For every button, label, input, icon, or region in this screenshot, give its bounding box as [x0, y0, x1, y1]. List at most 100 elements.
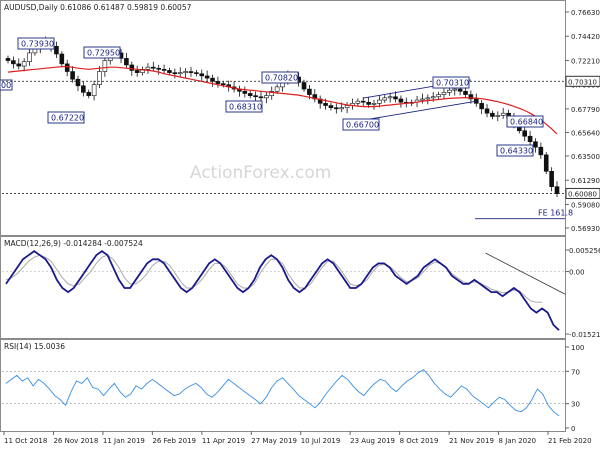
candle-body [436, 94, 441, 98]
level-tag-label: 0.60080 [568, 190, 597, 198]
candle-body [269, 90, 275, 96]
candle-body [463, 90, 468, 95]
macd-main-line [5, 249, 560, 331]
candle-body [264, 95, 269, 99]
price-panel-frame [0, 0, 566, 236]
rsi-panel-frame [0, 339, 566, 432]
candle-body [522, 130, 528, 137]
price-label-box [261, 71, 299, 84]
candle-body [64, 63, 70, 72]
price-label-text: 0.66700 [346, 121, 379, 130]
candle-body [527, 135, 533, 143]
candle-body [75, 78, 81, 87]
macd-header: MACD(12,26,9) -0.014284 -0.007524 [4, 239, 143, 248]
candle-body [258, 96, 264, 99]
x-tick-label: 27 May 2019 [251, 437, 297, 445]
x-tick-label: 8 Jan 2020 [499, 437, 537, 445]
candle-body [371, 103, 377, 105]
candle-body [425, 97, 431, 100]
candle-body [253, 95, 258, 98]
price-y-tick-label: 0.72210 [571, 57, 600, 65]
macd-y-tick-label: 0.005256 [569, 247, 600, 255]
candle-body [54, 46, 59, 55]
price-y-tick-label: 0.63500 [571, 153, 600, 161]
candle-body [27, 52, 32, 62]
candle-body [183, 71, 188, 73]
candle-body [393, 96, 398, 100]
candle-body [11, 60, 16, 65]
x-tick-label: 21 Nov 2019 [449, 437, 494, 445]
candle-body [344, 105, 350, 109]
candle-body [447, 89, 452, 93]
candle-body [355, 100, 361, 104]
candle-body [151, 66, 156, 69]
channel-lower-line [368, 100, 477, 120]
candle-body [543, 154, 549, 172]
price-label-text: 0.70820 [265, 74, 298, 83]
x-tick-label: 23 Aug 2019 [350, 437, 395, 445]
level-tag-label: 0.70310 [568, 78, 597, 86]
candle-body [70, 71, 75, 80]
price-label-text: 0.66840 [510, 118, 543, 127]
candle-body [161, 69, 167, 71]
candle-body [307, 88, 312, 95]
x-tick-label: 11 Oct 2018 [4, 437, 47, 445]
candle-body [441, 92, 447, 95]
candle-body [468, 94, 474, 100]
rsi-header: RSI(14) 15.0036 [4, 342, 65, 351]
macd-y-tick-label: 0.00 [569, 269, 585, 277]
rsi-y-tick-label: 70 [571, 368, 580, 376]
candle-body [21, 61, 27, 67]
candle-body [247, 93, 253, 96]
candle-body [102, 60, 108, 72]
macd-layer: 0.005256 0.00 -0.015214 [2, 247, 600, 339]
x-tick-label: 8 Oct 2019 [400, 437, 439, 445]
fib-level-label: FE 161.8 [538, 209, 573, 218]
level-tag-box [565, 187, 600, 199]
candle-body [204, 75, 210, 79]
price-label-box [225, 100, 263, 113]
candle-body [188, 71, 194, 73]
price-label-box [506, 115, 544, 128]
candle-body [554, 186, 560, 194]
candle-body [81, 85, 86, 93]
price-y-tick-label: 0.56930 [571, 225, 600, 233]
candle-body [533, 141, 538, 148]
candle-body [16, 63, 22, 67]
rsi-y-tick-label: 0 [571, 425, 575, 433]
price-y-tick-label: 0.67790 [571, 106, 600, 114]
candle-body [490, 112, 495, 117]
candle-body [430, 96, 436, 99]
candle-body [194, 72, 199, 75]
rsi-layer: 100 70 30 0 [2, 344, 584, 433]
watermark-text: ActionForex.com [190, 163, 331, 183]
candle-body [129, 64, 135, 71]
x-tick-label: 11 Apr 2019 [202, 437, 245, 445]
candle-body [366, 101, 371, 105]
candle-body [323, 103, 328, 106]
rsi-y-tick-label: 100 [571, 344, 584, 352]
x-tick-label: 10 Jul 2019 [301, 437, 341, 445]
candle-body [549, 171, 554, 187]
candle-body [156, 67, 162, 70]
x-axis: 11 Oct 2018 26 Nov 2018 11 Jan 2019 26 Feb … [3, 431, 592, 445]
rsi-y-tick-label: 30 [571, 401, 580, 409]
candle-body [59, 53, 65, 65]
candle-body [274, 86, 280, 92]
candle-body [134, 70, 140, 73]
candle-body [457, 88, 463, 92]
rsi-line [5, 369, 560, 417]
candle-body [177, 72, 183, 75]
price-label-box [432, 76, 470, 89]
candle-body [210, 77, 215, 82]
candle-body [382, 97, 388, 101]
candle-body [495, 115, 501, 117]
x-tick-label: 26 Nov 2018 [53, 437, 98, 445]
price-label-text: 0.70310 [436, 79, 469, 88]
price-y-tick-label: 0.59080 [571, 201, 600, 209]
price-label-box [342, 118, 380, 131]
candle-body [97, 71, 102, 85]
candle-body [328, 105, 334, 109]
price-label-text: 0.64330 [500, 147, 533, 156]
